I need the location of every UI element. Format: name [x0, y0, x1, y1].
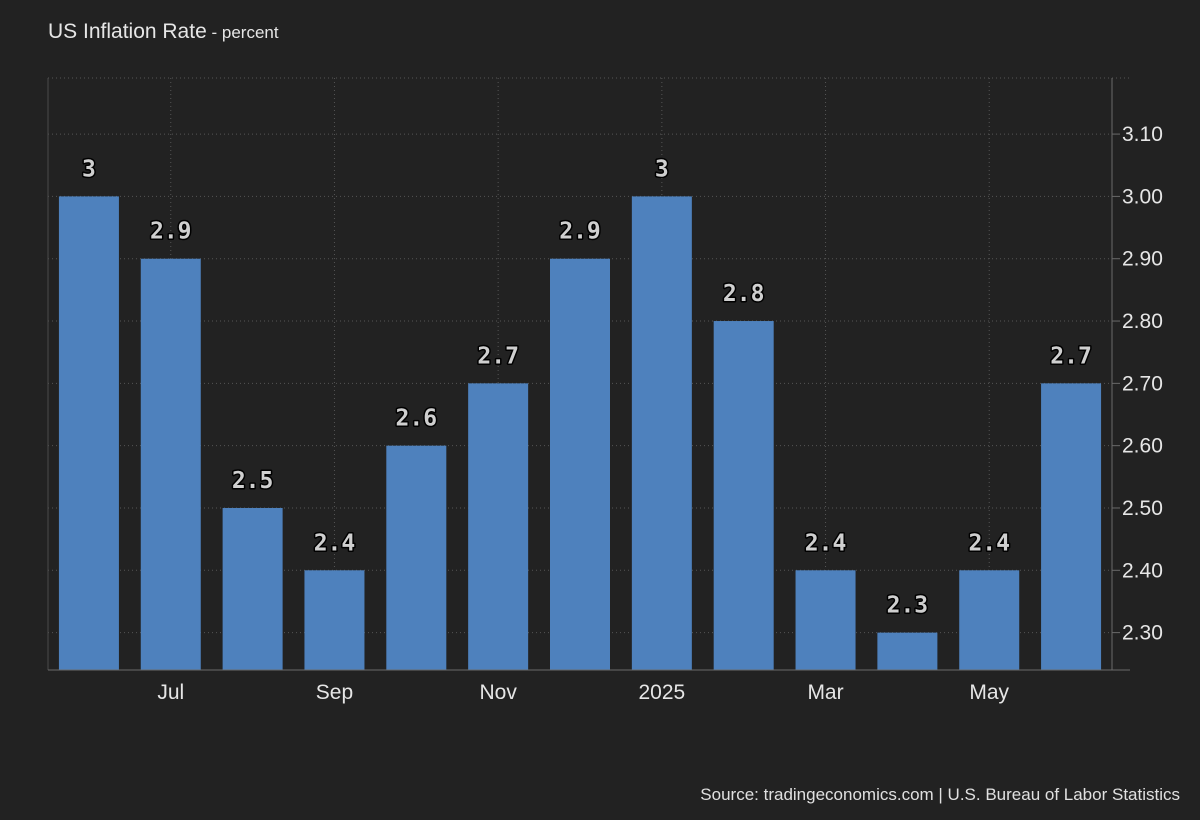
x-tick-label: Mar — [807, 681, 843, 704]
data-label: 2.9 — [150, 219, 192, 245]
data-label: 2.8 — [723, 281, 765, 307]
y-tick-label: 2.40 — [1122, 559, 1163, 582]
data-label: 2.6 — [396, 406, 438, 432]
y-tick-label: 2.30 — [1122, 622, 1163, 645]
data-label: 2.7 — [477, 343, 519, 369]
chart-title: US Inflation Rate - percent — [48, 20, 279, 44]
bars — [58, 196, 1102, 670]
y-axis: 2.30 2.40 2.50 2.60 2.70 2.80 2.90 3.00 3.10 — [1112, 123, 1163, 645]
data-labels: 3 2.9 2.5 2.4 2.6 2.7 2.9 3 2.8 2.4 2.3 2.4 2.7 — [80, 155, 1093, 620]
data-label: 2.4 — [314, 530, 356, 556]
data-label: 2.4 — [805, 530, 847, 556]
y-tick-label: 3.10 — [1122, 123, 1163, 146]
data-label: 2.3 — [887, 593, 929, 619]
bar — [795, 570, 856, 670]
bar — [1041, 383, 1102, 670]
x-tick-label: Nov — [479, 681, 517, 704]
chart-title-unit: - percent — [206, 23, 279, 42]
bar — [877, 632, 938, 670]
bar — [959, 570, 1020, 670]
bar — [386, 445, 447, 670]
data-label: 2.4 — [968, 530, 1010, 556]
data-label: 3 — [655, 156, 669, 182]
y-tick-label: 2.60 — [1122, 435, 1163, 458]
bar — [631, 196, 692, 670]
x-axis: Jul Sep Nov 2025 Mar May — [157, 681, 1009, 704]
x-tick-label: May — [969, 681, 1009, 704]
y-tick-label: 2.90 — [1122, 248, 1163, 271]
x-tick-label: Jul — [157, 681, 184, 704]
bar — [222, 507, 283, 670]
data-label: 3 — [82, 156, 96, 182]
x-tick-label: 2025 — [638, 681, 685, 704]
y-tick-label: 3.00 — [1122, 185, 1163, 208]
data-label: 2.9 — [559, 219, 601, 245]
y-tick-label: 2.70 — [1122, 372, 1163, 395]
source-attribution: Source: tradingeconomics.com | U.S. Bure… — [700, 785, 1180, 804]
data-label: 2.7 — [1050, 343, 1092, 369]
chart-title-main: US Inflation Rate — [48, 20, 207, 43]
y-tick-label: 2.50 — [1122, 497, 1163, 520]
bar — [550, 258, 610, 670]
y-tick-label: 2.80 — [1122, 310, 1163, 333]
data-label: 2.5 — [232, 468, 274, 494]
x-tick-label: Sep — [316, 681, 353, 704]
bar — [140, 258, 201, 670]
bar — [304, 570, 365, 670]
bar — [713, 321, 774, 670]
bar — [468, 383, 529, 670]
bar — [58, 196, 119, 670]
